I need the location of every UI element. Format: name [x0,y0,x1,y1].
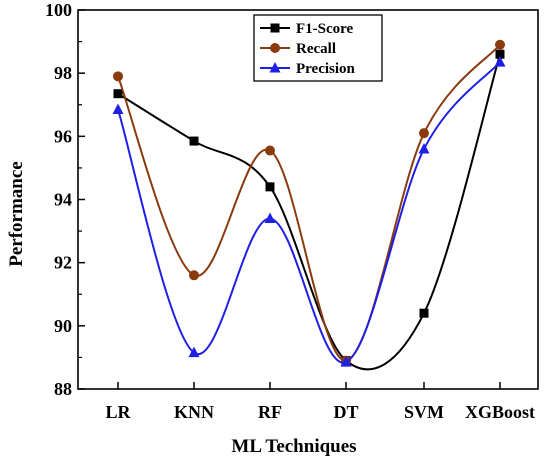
data-point-f1-score [113,89,123,99]
legend-marker-recall [270,43,280,53]
data-point-precision [264,212,276,223]
legend-label-recall: Recall [296,41,336,57]
series-line-precision [117,61,501,364]
legend-label-f1-score: F1-Score [296,21,354,37]
series-line-recall [117,44,501,362]
data-point-precision [418,142,430,154]
x-tick-label: SVM [404,402,444,422]
data-point-precision [112,103,124,114]
data-point-f1-score [189,136,199,146]
x-tick-label: DT [333,402,358,422]
data-point-recall [265,145,275,156]
y-tick-label: 100 [45,0,72,20]
x-axis-title: ML Techniques [231,436,356,457]
y-tick-label: 88 [54,379,72,399]
data-point-recall [189,270,199,281]
y-axis-title: Performance [6,161,27,267]
data-point-f1-score [495,49,505,59]
legend-label-precision: Precision [296,61,356,77]
data-point-recall [419,128,429,139]
y-tick-label: 92 [54,253,72,273]
x-tick-label: KNN [174,402,214,422]
data-point-recall [495,39,505,50]
data-point-precision [340,356,352,367]
x-tick-label: LR [105,402,131,422]
x-tick-label: XGBoost [465,402,535,422]
y-tick-label: 94 [54,190,72,210]
data-point-f1-score [265,182,275,192]
legend-marker-f1-score [270,23,280,33]
x-tick-label: RF [258,402,282,422]
legend-marker-precision [269,62,281,73]
y-tick-label: 96 [54,126,72,146]
series-precision [112,56,506,367]
data-point-precision [494,56,506,67]
data-point-recall [113,71,123,82]
data-point-precision [188,346,200,358]
data-point-f1-score [419,308,429,318]
series-recall [113,39,505,366]
y-tick-label: 90 [54,316,72,336]
y-tick-label: 98 [54,63,72,83]
